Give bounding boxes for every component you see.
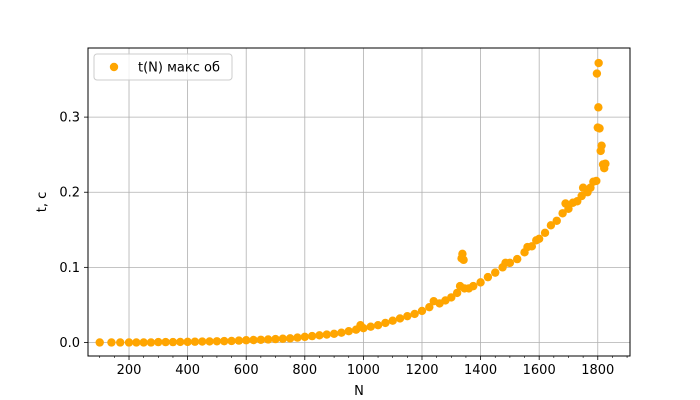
data-point (447, 293, 456, 302)
data-point (527, 242, 537, 251)
data-point (395, 314, 405, 323)
axis-ticks: 200 400 600 800 1000 1200 1400 1600 1800 0.0 0.1 0.… (59, 111, 628, 378)
data-point (344, 327, 353, 336)
data-point (534, 234, 544, 244)
data-point (337, 328, 346, 337)
data-point (595, 124, 604, 133)
data-point (597, 141, 606, 150)
data-point (329, 329, 339, 339)
data-point (300, 332, 309, 342)
data-point (234, 336, 244, 345)
plot-frame (87, 47, 631, 357)
data-point (356, 321, 365, 330)
data-point (322, 330, 331, 339)
grid (88, 48, 630, 356)
legend: t(N) макс об (93, 53, 233, 81)
data-point (249, 335, 258, 345)
y-tick-label: 0.2 (59, 186, 80, 201)
data-point (307, 331, 317, 341)
data-point (154, 337, 163, 347)
data-point (95, 338, 104, 347)
data-point (410, 309, 419, 319)
x-tick-label: 1400 (464, 363, 497, 378)
y-tick-label: 0.0 (59, 336, 80, 351)
data-point (601, 159, 610, 168)
legend-marker (109, 62, 119, 72)
data-point (552, 216, 561, 225)
x-tick-label: 1200 (405, 363, 438, 378)
data-point (146, 338, 156, 347)
x-tick-label: 400 (175, 363, 200, 378)
data-point (513, 254, 522, 264)
data-point (592, 69, 602, 78)
y-tick-label: 0.3 (59, 111, 80, 126)
data-point (594, 103, 603, 112)
x-tick-label: 200 (117, 363, 142, 378)
data-point (190, 337, 200, 346)
data-point (452, 288, 462, 298)
data-point (293, 333, 302, 342)
data-point (469, 281, 478, 291)
data-point (139, 338, 148, 347)
x-tick-label: 800 (292, 363, 317, 378)
data-point (425, 302, 434, 312)
data-point (176, 337, 185, 347)
data-point (476, 278, 485, 287)
data-point (161, 337, 170, 347)
x-tick-label: 600 (234, 363, 259, 378)
legend-box (93, 53, 233, 81)
data-point (491, 268, 500, 277)
data-point (546, 221, 556, 230)
data-point (132, 338, 141, 347)
legend-label: t(N) макс об (138, 61, 220, 76)
data-point (242, 336, 251, 345)
data-point (124, 338, 134, 347)
data-point (483, 272, 493, 282)
data-point (388, 316, 397, 325)
data-point (198, 337, 207, 346)
data-point (366, 322, 375, 331)
data-point (505, 258, 515, 268)
data-point (183, 337, 192, 347)
data-point (256, 335, 266, 344)
data-point (592, 176, 601, 186)
data-point (278, 334, 288, 343)
y-axis-label: t, c (35, 192, 50, 213)
data-point (564, 204, 573, 213)
data-point (594, 58, 603, 68)
data-point (459, 255, 468, 265)
data-point (220, 336, 229, 346)
data-point (417, 306, 427, 316)
data-point (212, 337, 222, 346)
y-tick-label: 0.1 (59, 261, 80, 276)
data-point (381, 318, 390, 328)
data-point (315, 331, 324, 340)
x-axis-label: N (354, 384, 364, 399)
data-point (107, 338, 116, 347)
data-point (285, 334, 295, 343)
data-point (116, 338, 125, 347)
data-point (558, 209, 567, 218)
data-point (263, 335, 273, 344)
x-tick-label: 1800 (581, 363, 614, 378)
x-tick-label: 1600 (523, 363, 556, 378)
series-points (95, 58, 610, 347)
data-point (205, 337, 214, 346)
data-point (540, 228, 550, 237)
data-point (373, 321, 383, 330)
data-point (227, 336, 236, 346)
data-point (403, 311, 412, 321)
x-tick-label: 1000 (347, 363, 380, 378)
data-point (168, 337, 178, 347)
data-point (271, 334, 280, 344)
